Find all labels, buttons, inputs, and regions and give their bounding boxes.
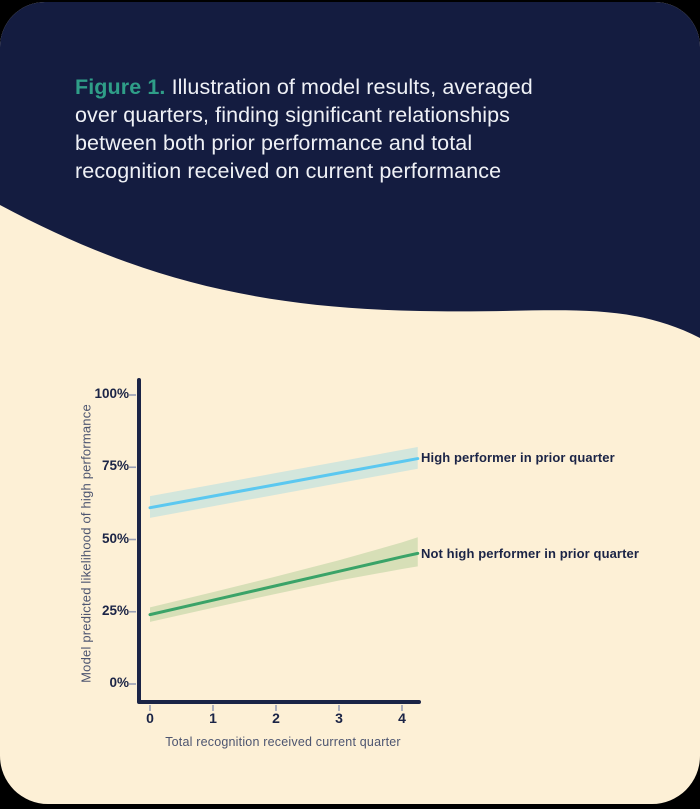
caption-line: over quarters, finding significant relat… — [75, 103, 511, 127]
confidence-band-high — [150, 447, 418, 518]
header-wave-background — [0, 2, 700, 338]
axis-spines — [137, 378, 421, 704]
y-axis-tick-label: 50% — [101, 530, 129, 546]
y-axis-tick-label: 25% — [101, 602, 129, 618]
caption-text: Illustration of model results, averaged — [171, 75, 533, 99]
caption-line: recognition received on current performa… — [75, 159, 502, 183]
trend-line-not-high — [148, 551, 420, 617]
caption-line: between both prior performance and total — [75, 131, 473, 155]
y-axis-tick-label: 0% — [109, 675, 129, 690]
x-axis-title: Total recognition received current quart… — [165, 735, 401, 749]
x-axis-tick-label: 3 — [335, 710, 343, 726]
legend-not-high-performer: Not high performer in prior quarter — [421, 546, 640, 561]
confidence-band-not-high — [150, 537, 418, 622]
figure-number-label: Figure 1. — [75, 75, 166, 99]
x-axis-tick-label: 2 — [272, 710, 280, 726]
x-axis-tick-label: 0 — [146, 710, 154, 726]
legend-high-performer: High performer in prior quarter — [421, 450, 615, 465]
figure-caption: Figure 1. Illustration of model results,… — [75, 73, 575, 185]
x-axis-tick-label: 4 — [398, 710, 406, 726]
y-axis-tick-label: 75% — [101, 458, 129, 474]
caption-line: Figure 1. Illustration of model results,… — [75, 73, 575, 101]
trend-line-high — [148, 457, 420, 510]
wave-shape — [0, 2, 700, 338]
x-axis-tick-label: 1 — [209, 710, 217, 726]
y-axis-title: Model predicted likelihood of high perfo… — [78, 404, 94, 683]
y-axis-tick-label: 100% — [94, 386, 129, 401]
